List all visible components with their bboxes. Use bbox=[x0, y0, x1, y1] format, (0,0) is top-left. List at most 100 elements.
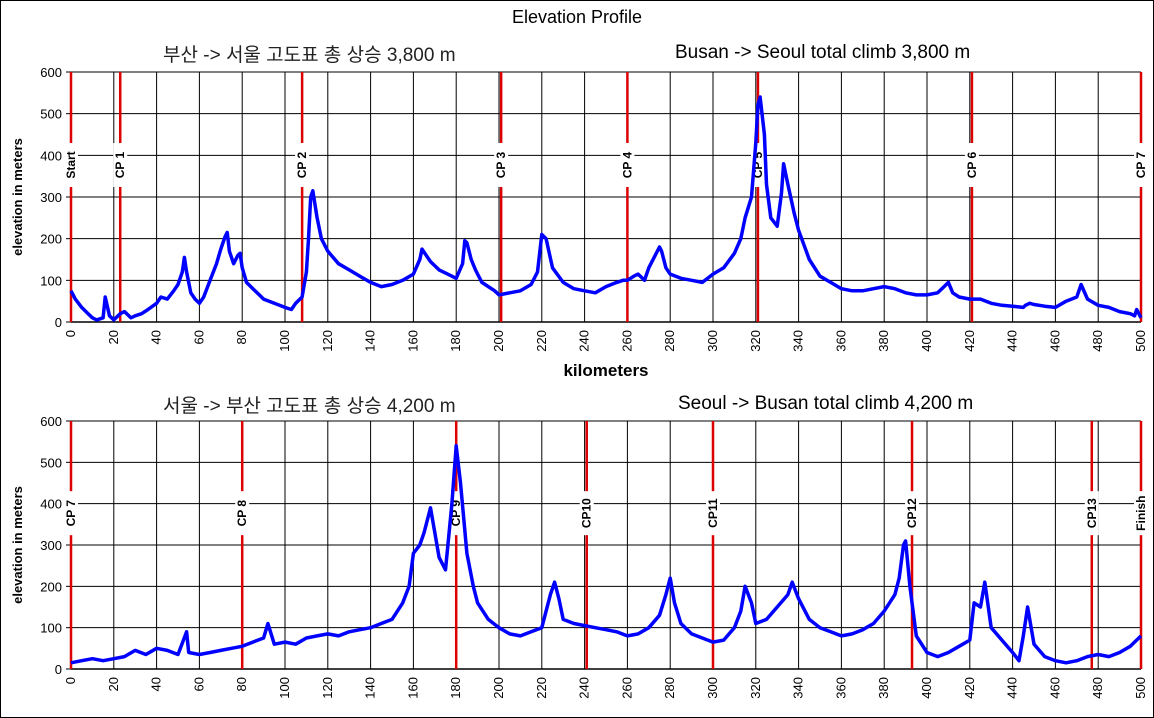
checkpoint-label: CP13 bbox=[1085, 498, 1099, 528]
y-tick-label: 0 bbox=[55, 315, 62, 330]
y-tick-label: 500 bbox=[40, 455, 62, 470]
checkpoint-label-bg bbox=[620, 143, 635, 187]
x-tick-label: 300 bbox=[705, 677, 720, 699]
x-tick-label: 480 bbox=[1090, 677, 1105, 699]
checkpoint-label: Finish bbox=[1134, 495, 1148, 530]
x-tick-label: 80 bbox=[234, 330, 249, 344]
x-tick-label: 320 bbox=[748, 677, 763, 699]
y-tick-label: 300 bbox=[40, 190, 62, 205]
checkpoint-label: CP 8 bbox=[235, 500, 249, 527]
y-tick-label: 200 bbox=[40, 232, 62, 247]
top-subtitle-korean: 부산 -> 서울 고도표 총 상승 3,800 m bbox=[163, 45, 456, 66]
x-tick-label: 160 bbox=[405, 330, 420, 352]
x-tick-label: 200 bbox=[491, 677, 506, 699]
y-tick-label: 100 bbox=[40, 621, 62, 636]
checkpoint-label: CP 7 bbox=[1134, 151, 1148, 178]
bottom-chart-seoul-busan: 0 20 40 60 80 100 120 140 160 180 200 220 240 260 280 3… bbox=[10, 414, 1148, 699]
x-tick-label: 0 bbox=[63, 677, 78, 684]
y-tick-label: 600 bbox=[40, 414, 62, 429]
x-tick-label: 280 bbox=[662, 330, 677, 352]
x-tick-label: 280 bbox=[662, 677, 677, 699]
x-tick-label: 140 bbox=[363, 677, 378, 699]
y-axis-label: elevation in meters bbox=[10, 486, 25, 604]
checkpoint-label: CP10 bbox=[580, 498, 594, 528]
x-tick-label: 240 bbox=[577, 677, 592, 699]
checkpoint-label: CP11 bbox=[706, 498, 720, 528]
y-tick-label: 500 bbox=[40, 107, 62, 122]
bottom-subtitle-english: Seoul -> Busan total climb 4,200 m bbox=[678, 393, 974, 414]
y-tick-label: 300 bbox=[40, 538, 62, 553]
checkpoint-label: CP 1 bbox=[113, 151, 127, 178]
checkpoint-label: CP 4 bbox=[620, 151, 634, 178]
x-tick-label: 80 bbox=[234, 677, 249, 691]
checkpoint-label: CP12 bbox=[905, 498, 919, 528]
x-tick-label: 0 bbox=[63, 330, 78, 337]
checkpoint-label-bg bbox=[706, 491, 720, 536]
x-tick-label: 120 bbox=[320, 677, 335, 699]
y-tick-label: 100 bbox=[40, 273, 62, 288]
checkpoint-label-bg bbox=[1084, 491, 1099, 536]
x-tick-label: 220 bbox=[534, 330, 549, 352]
top-subtitle-english: Busan -> Seoul total climb 3,800 m bbox=[675, 42, 971, 63]
x-tick-label: 220 bbox=[534, 677, 549, 699]
checkpoint-label: CP 6 bbox=[965, 151, 979, 178]
x-tick-label: 460 bbox=[1047, 330, 1062, 352]
x-tick-label: 160 bbox=[405, 677, 420, 699]
x-tick-label: 460 bbox=[1047, 677, 1062, 699]
bottom-subtitle-korean: 서울 -> 부산 고도표 총 상승 4,200 m bbox=[163, 396, 456, 417]
x-tick-label: 300 bbox=[705, 330, 720, 352]
x-tick-label: 40 bbox=[149, 330, 164, 344]
x-tick-label: 360 bbox=[833, 677, 848, 699]
x-tick-label: 440 bbox=[1005, 330, 1020, 352]
x-tick-label: 60 bbox=[191, 330, 206, 344]
x-tick-label: 100 bbox=[277, 330, 292, 352]
checkpoint-label-bg bbox=[494, 143, 509, 187]
top-chart-busan-seoul: 0 20 40 60 80 100 120 140 160 180 200 220 240 260 280 3… bbox=[10, 65, 1148, 380]
elevation-series-line bbox=[69, 95, 1143, 322]
x-tick-label: 260 bbox=[619, 330, 634, 352]
x-tick-label: 480 bbox=[1090, 330, 1105, 352]
x-tick-label: 180 bbox=[448, 677, 463, 699]
checkpoint-label-bg bbox=[1134, 491, 1148, 536]
x-tick-label: 140 bbox=[363, 330, 378, 352]
y-tick-label: 600 bbox=[40, 65, 62, 80]
x-tick-label: 500 bbox=[1133, 330, 1148, 352]
y-tick-label: 400 bbox=[40, 497, 62, 512]
checkpoint-label: CP 7 bbox=[64, 500, 78, 527]
x-tick-label: 360 bbox=[833, 330, 848, 352]
checkpoint-label-bg bbox=[235, 491, 250, 536]
checkpoint-label-bg bbox=[905, 491, 920, 536]
checkpoint-label-bg bbox=[64, 143, 78, 187]
x-tick-label: 60 bbox=[191, 677, 206, 691]
checkpoint-label-bg bbox=[64, 491, 78, 536]
x-tick-label: 340 bbox=[791, 677, 806, 699]
x-tick-label: 380 bbox=[876, 677, 891, 699]
x-axis-label: kilometers bbox=[563, 361, 648, 380]
checkpoint-label: CP 3 bbox=[494, 151, 508, 178]
x-tick-label: 20 bbox=[106, 330, 121, 344]
checkpoint-label-bg bbox=[295, 143, 310, 187]
x-tick-label: 420 bbox=[962, 330, 977, 352]
x-tick-label: 440 bbox=[1005, 677, 1020, 699]
checkpoint-label-bg bbox=[113, 143, 128, 187]
x-tick-label: 320 bbox=[748, 330, 763, 352]
x-tick-label: 20 bbox=[106, 677, 121, 691]
x-tick-label: 40 bbox=[149, 677, 164, 691]
x-tick-label: 120 bbox=[320, 330, 335, 352]
x-tick-label: 400 bbox=[919, 330, 934, 352]
x-tick-label: 240 bbox=[577, 330, 592, 352]
checkpoint-label-bg bbox=[1134, 143, 1148, 187]
y-axis-label: elevation in meters bbox=[10, 138, 25, 256]
checkpoint-label-bg bbox=[964, 143, 979, 187]
elevation-series-line bbox=[70, 444, 1143, 665]
x-tick-label: 420 bbox=[962, 677, 977, 699]
y-tick-label: 0 bbox=[55, 662, 62, 677]
x-tick-label: 380 bbox=[876, 330, 891, 352]
checkpoint-label-bg bbox=[579, 491, 594, 536]
y-tick-label: 400 bbox=[40, 148, 62, 163]
checkpoint-label: Start bbox=[64, 151, 78, 178]
x-tick-label: 500 bbox=[1133, 677, 1148, 699]
chart-title: Elevation Profile bbox=[511, 7, 643, 27]
